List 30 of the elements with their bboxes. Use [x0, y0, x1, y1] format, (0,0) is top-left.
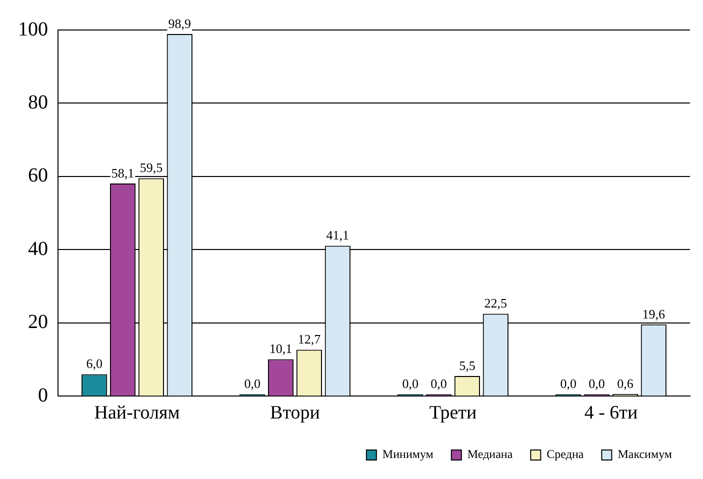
- data-label: 0,0: [430, 376, 447, 392]
- legend-label: Медиана: [467, 447, 514, 462]
- data-label: 0,0: [588, 376, 605, 392]
- data-label: 6,0: [86, 356, 102, 372]
- data-label: 10,1: [269, 341, 292, 356]
- y-tick-label: 60: [28, 164, 48, 187]
- x-tick-label: Втори: [270, 402, 320, 424]
- data-label: 58,1: [111, 165, 134, 180]
- y-tick-label: 80: [28, 91, 48, 114]
- data-label: 98,9: [168, 16, 192, 31]
- y-tick-label: 20: [28, 311, 48, 334]
- legend-label: Средна: [546, 447, 584, 462]
- x-tick-label: Най-голям: [94, 402, 180, 424]
- y-tick-label: 40: [28, 238, 48, 260]
- data-label: 12,7: [298, 332, 322, 347]
- data-label: 19,6: [642, 306, 666, 322]
- x-tick-label: 4 - 6ти: [584, 402, 638, 424]
- data-label: 0,0: [560, 376, 576, 392]
- data-label: 22,5: [484, 296, 508, 311]
- legend-label: Минимум: [382, 447, 434, 462]
- data-label: 0,0: [402, 376, 418, 392]
- y-tick-label: 0: [38, 384, 48, 406]
- data-label: 5,5: [459, 358, 476, 373]
- data-label: 0,6: [617, 376, 634, 391]
- legend-label: Максимум: [618, 447, 672, 462]
- data-label: 59,5: [140, 160, 163, 176]
- x-tick-label: Трети: [429, 402, 477, 424]
- y-tick-label: 100: [18, 18, 48, 40]
- data-label: 41,1: [326, 228, 350, 243]
- data-label: 0,0: [244, 376, 260, 392]
